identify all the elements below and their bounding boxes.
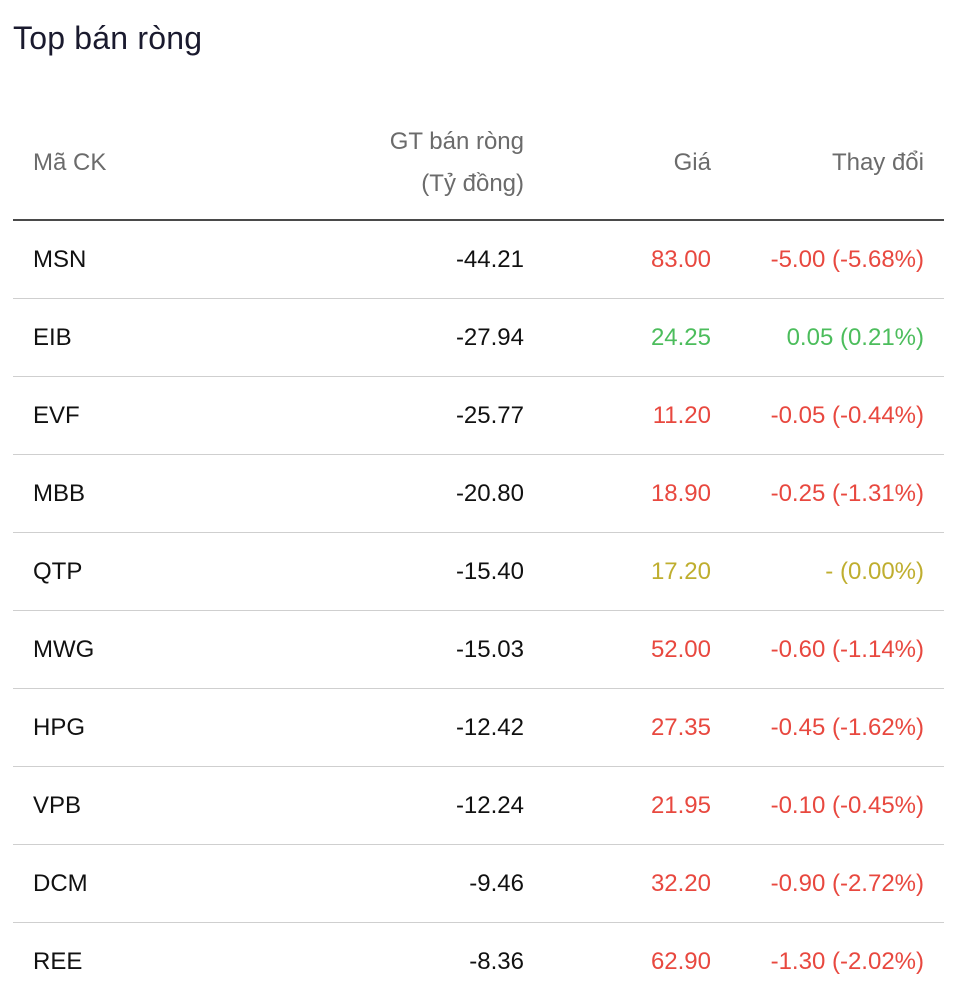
cell-change: -0.10 (-0.45%) [711,766,944,845]
cell-net-value: -15.03 [183,610,524,689]
table-row[interactable]: HPG -12.42 27.35 -0.45 (-1.62%) [13,688,944,767]
cell-symbol[interactable]: VPB [13,766,183,845]
table-row[interactable]: REE -8.36 62.90 -1.30 (-2.02%) [13,923,944,1001]
cell-change: -0.25 (-1.31%) [711,454,944,533]
cell-price: 27.35 [524,688,711,767]
cell-net-value: -9.46 [183,844,524,923]
cell-net-value: -12.24 [183,766,524,845]
table-row[interactable]: MWG -15.03 52.00 -0.60 (-1.14%) [13,610,944,689]
cell-net-value: -44.21 [183,220,524,299]
cell-change: -0.05 (-0.44%) [711,376,944,455]
header-change[interactable]: Thay đổi [711,106,944,221]
panel-title: Top bán ròng [13,20,203,56]
cell-net-value: -8.36 [469,947,524,975]
table-row[interactable]: MSN -44.21 83.00 -5.00 (-5.68%) [13,220,944,299]
cell-symbol[interactable]: DCM [13,844,183,923]
table-body: MSN -44.21 83.00 -5.00 (-5.68%) EIB -27.94 24.… [13,220,944,1000]
header-net-value-unit: (Tỷ đồng) [421,169,524,197]
cell-price: 18.90 [524,454,711,533]
cell-change: - (0.00%) [711,532,944,611]
header-row: Mã CK GT bán ròng (Tỷ đồng) Giá Thay đổi [13,106,944,221]
cell-symbol[interactable]: REE [33,947,83,975]
cell-symbol[interactable]: QTP [13,532,183,611]
cell-change: -0.60 (-1.14%) [711,610,944,689]
cell-price: 11.20 [524,376,711,455]
cell-symbol[interactable]: MWG [13,610,183,689]
table-row[interactable]: EIB -27.94 24.25 0.05 (0.21%) [13,298,944,377]
cell-symbol[interactable]: HPG [13,688,183,767]
cell-price: 62.90 [650,947,711,975]
cell-symbol[interactable]: MSN [13,220,183,299]
cell-net-value: -15.40 [183,532,524,611]
table-row[interactable]: QTP -15.40 17.20- (0.00%) [13,532,944,611]
cell-change: -5.00 (-5.68%) [711,220,944,299]
header-price[interactable]: Giá [524,106,711,221]
cell-symbol[interactable]: EIB [13,298,183,377]
cell-price: 52.00 [524,610,711,689]
cell-price: 17.20 [524,532,711,611]
table-row[interactable]: DCM -9.46 32.20 -0.90 (-2.72%) [13,844,944,923]
table-row[interactable]: VPB -12.24 21.95 -0.10 (-0.45%) [13,766,944,845]
cell-price: 21.95 [524,766,711,845]
table-header: Mã CK GT bán ròng (Tỷ đồng) Giá Thay đổi [13,106,944,221]
cell-change: -0.45 (-1.62%) [711,688,944,767]
header-symbol[interactable]: Mã CK [13,106,183,221]
header-net-value[interactable]: GT bán ròng (Tỷ đồng) [183,106,524,221]
cell-price: 32.20 [524,844,711,923]
cell-change: 0.05 (0.21%) [711,298,944,377]
cell-price: 83.00 [524,220,711,299]
cell-symbol[interactable]: EVF [13,376,183,455]
cell-change: -0.90 (-2.72%) [711,844,944,923]
cell-net-value: -20.80 [183,454,524,533]
header-net-value-label: GT bán ròng [389,127,524,155]
cell-net-value: -27.94 [183,298,524,377]
net-sell-table: Mã CK GT bán ròng (Tỷ đồng) Giá Thay đổi… [13,106,944,1000]
table-row[interactable]: EVF -25.77 11.20 -0.05 (-0.44%) [13,376,944,455]
cell-symbol[interactable]: MBB [13,454,183,533]
cell-price: 24.25 [524,298,711,377]
cell-net-value: -12.42 [183,688,524,767]
cell-change: -1.30 (-2.02%) [770,947,924,975]
table-row[interactable]: MBB -20.80 18.90 -0.25 (-1.31%) [13,454,944,533]
cell-net-value: -25.77 [183,376,524,455]
